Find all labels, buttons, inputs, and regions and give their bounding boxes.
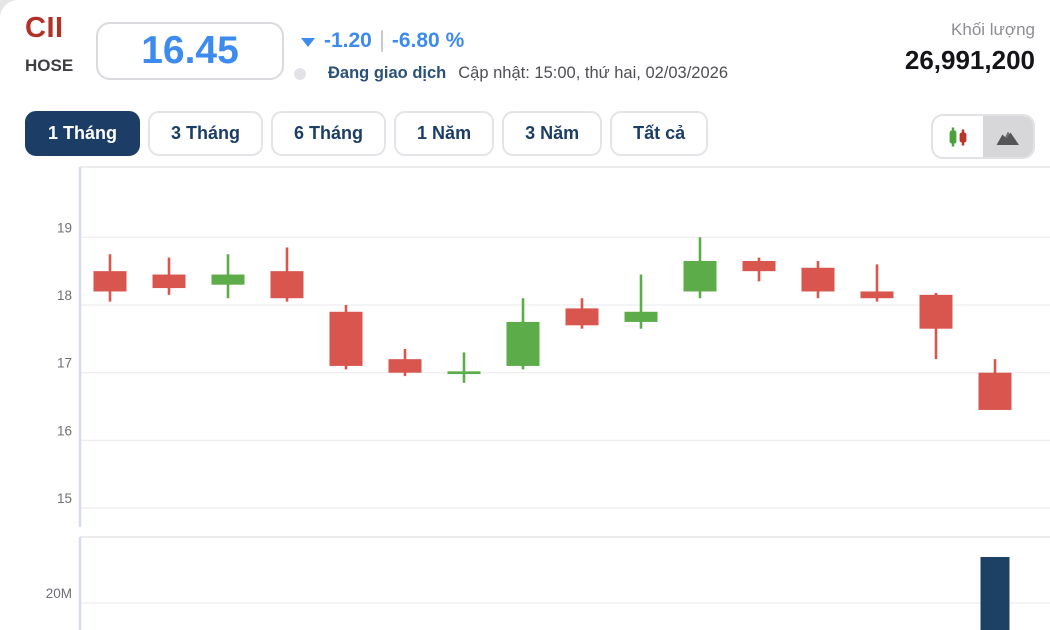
candle-body <box>624 311 658 322</box>
price-axis-tick-label: 15 <box>57 491 72 506</box>
period-tab-1[interactable]: 3 Tháng <box>148 111 264 156</box>
candle-body <box>860 291 894 299</box>
period-tab-2[interactable]: 6 Tháng <box>271 111 387 156</box>
volume-axis-tick-label: 20M <box>46 586 72 601</box>
price-change-percent: -6.80 % <box>391 29 465 52</box>
candlestick-icon <box>949 127 967 146</box>
price-axis-tick-label: 16 <box>57 423 72 438</box>
period-tab-3[interactable]: 1 Năm <box>394 111 495 156</box>
price-change: -1.20 <box>324 29 372 52</box>
triangle-down-icon <box>301 37 315 47</box>
area-chart-button[interactable] <box>983 116 1033 157</box>
candle-body <box>801 267 835 292</box>
candle-body <box>742 260 776 272</box>
period-tabs: 1 Tháng 3 Tháng 6 Tháng 1 Năm 3 Năm Tất cả <box>25 111 709 156</box>
candle-body <box>270 271 304 299</box>
candlestick-chart-button[interactable] <box>933 116 983 157</box>
candle-body <box>329 311 363 366</box>
last-updated: Cập nhật: 15:00, thứ hai, 02/03/2026 <box>458 64 729 82</box>
volume-bar <box>980 556 1010 630</box>
candle-body <box>683 260 717 292</box>
period-tab-5[interactable]: Tất cả <box>610 111 709 156</box>
status-row: Đang giao dịch Cập nhật: 15:00, thứ hai,… <box>294 64 728 83</box>
volume-value: 26,991,200 <box>904 45 1035 75</box>
divider <box>380 30 383 52</box>
price-axis-tick-label: 17 <box>57 356 72 371</box>
candle-body <box>919 294 953 329</box>
area-chart-icon <box>996 131 1019 145</box>
candle-body <box>506 321 540 366</box>
candle-body <box>978 372 1012 410</box>
current-price: 16.45 <box>141 29 239 72</box>
period-tab-0[interactable]: 1 Tháng <box>25 111 141 156</box>
candle-body <box>152 274 186 289</box>
price-change-row: -1.20 -6.80 % <box>301 29 464 53</box>
candle-body <box>447 371 481 375</box>
trading-status: Đang giao dịch <box>328 64 447 82</box>
volume-label: Khối lượng <box>951 20 1035 39</box>
candle-body <box>388 359 422 373</box>
candle-body <box>565 308 599 326</box>
status-dot-icon <box>294 67 306 80</box>
price-axis-tick-label: 19 <box>57 220 72 235</box>
chart-type-toggle <box>931 114 1035 159</box>
price-volume-chart: 19 18 17 16 15 20M <box>46 166 1050 630</box>
exchange-label: HOSE <box>25 56 74 75</box>
ticker-symbol: CII <box>25 12 64 44</box>
candle-body <box>211 274 245 285</box>
price-box: 16.45 <box>96 22 284 80</box>
period-tab-4[interactable]: 3 Năm <box>502 111 603 156</box>
candle-body <box>93 271 127 292</box>
price-axis-tick-label: 18 <box>57 288 72 303</box>
